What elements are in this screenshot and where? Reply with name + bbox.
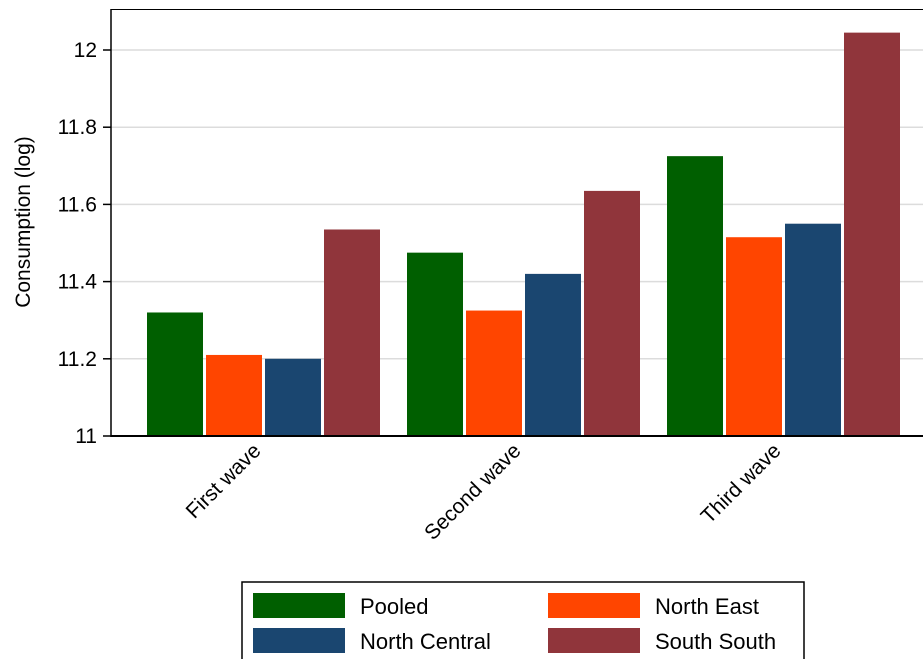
bar-pooled xyxy=(667,156,723,436)
x-tick-label: First wave xyxy=(182,439,266,523)
y-tick-label: 11.4 xyxy=(58,271,98,294)
legend-label: North Central xyxy=(360,629,491,654)
bar-north-east xyxy=(466,310,522,436)
bar-south-south xyxy=(584,190,640,436)
bar-south-south xyxy=(324,229,380,436)
legend-swatch xyxy=(548,628,640,653)
legend-swatch xyxy=(548,593,640,618)
legend-label: North East xyxy=(655,594,759,619)
bar-north-east xyxy=(206,354,262,436)
bars xyxy=(147,32,900,436)
x-tick-label: Third wave xyxy=(697,439,786,528)
bar-north-central xyxy=(265,358,321,436)
y-tick-label: 11.6 xyxy=(58,193,97,216)
y-tick-label: 11.2 xyxy=(58,348,97,371)
legend-swatch xyxy=(253,593,345,618)
x-ticks: First wave Second wave Third wave xyxy=(182,439,786,544)
bar-pooled xyxy=(147,312,203,436)
bar-north-east xyxy=(726,237,782,436)
y-tick-label: 11.8 xyxy=(58,116,97,139)
bar-north-central xyxy=(525,273,581,436)
legend-label: South South xyxy=(655,629,776,654)
y-tick-label: 11 xyxy=(75,425,97,448)
y-axis-title: Consumption (log) xyxy=(12,136,35,308)
legend: Pooled North East North Central South South xyxy=(241,581,805,659)
x-tick-label: Second wave xyxy=(420,439,525,544)
bar-south-south xyxy=(844,32,900,436)
y-tick-label: 12 xyxy=(74,39,97,62)
legend-label: Pooled xyxy=(360,594,429,619)
bar-north-central xyxy=(785,223,841,436)
bar-pooled xyxy=(407,252,463,436)
axes xyxy=(110,9,923,437)
y-ticks: 11 11.2 11.4 11.6 11.8 12 xyxy=(58,39,111,448)
legend-swatch xyxy=(253,628,345,653)
